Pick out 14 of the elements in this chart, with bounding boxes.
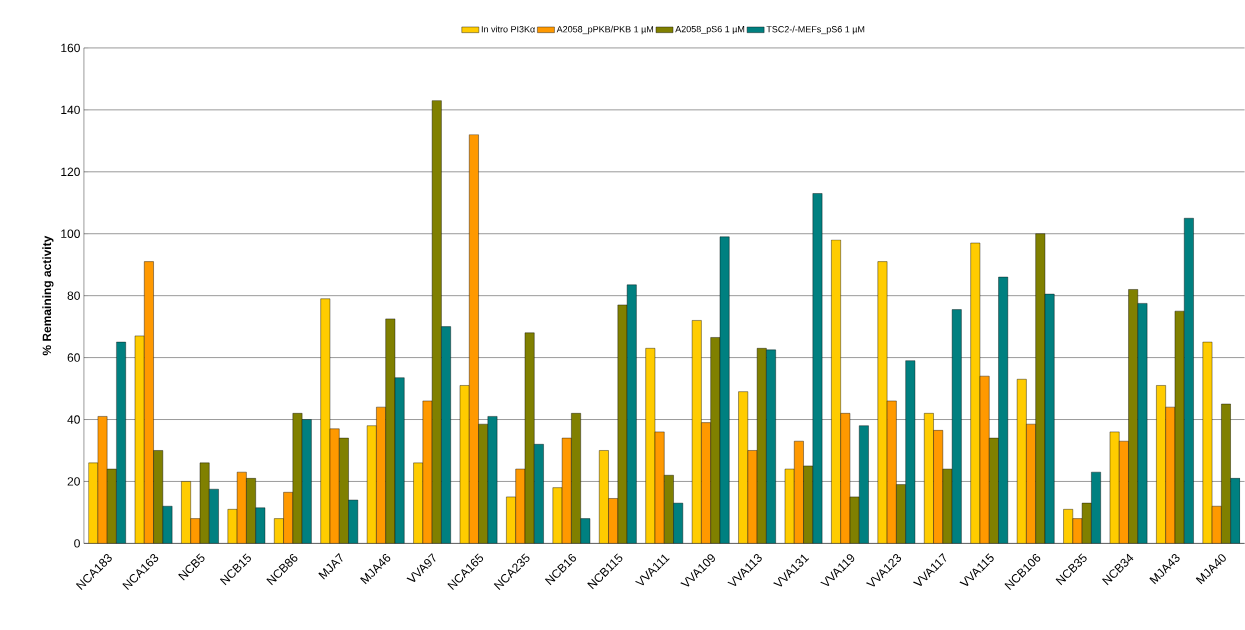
y-tick-label: 160: [61, 43, 80, 53]
y-tick-label: 0: [74, 539, 80, 548]
y-tick-label: 20: [67, 477, 80, 486]
legend-label: In vitro PI3Kα: [481, 25, 535, 33]
y-axis-title: % Remaining activity: [42, 235, 54, 356]
y-tick-label: 120: [61, 167, 80, 176]
y-tick-label: 80: [67, 291, 80, 300]
y-tick-label: 40: [67, 415, 80, 424]
legend-label: A2058_pS6 1 µM: [675, 25, 745, 34]
legend-label: A2058_pPKB/PKB 1 µM: [556, 25, 654, 35]
y-tick-label: 60: [67, 353, 80, 362]
y-tick-label: 140: [61, 105, 80, 114]
legend-label: TSC2-/-MEFs_pS6 1 µM: [766, 25, 865, 35]
y-tick-label: 100: [61, 229, 80, 238]
